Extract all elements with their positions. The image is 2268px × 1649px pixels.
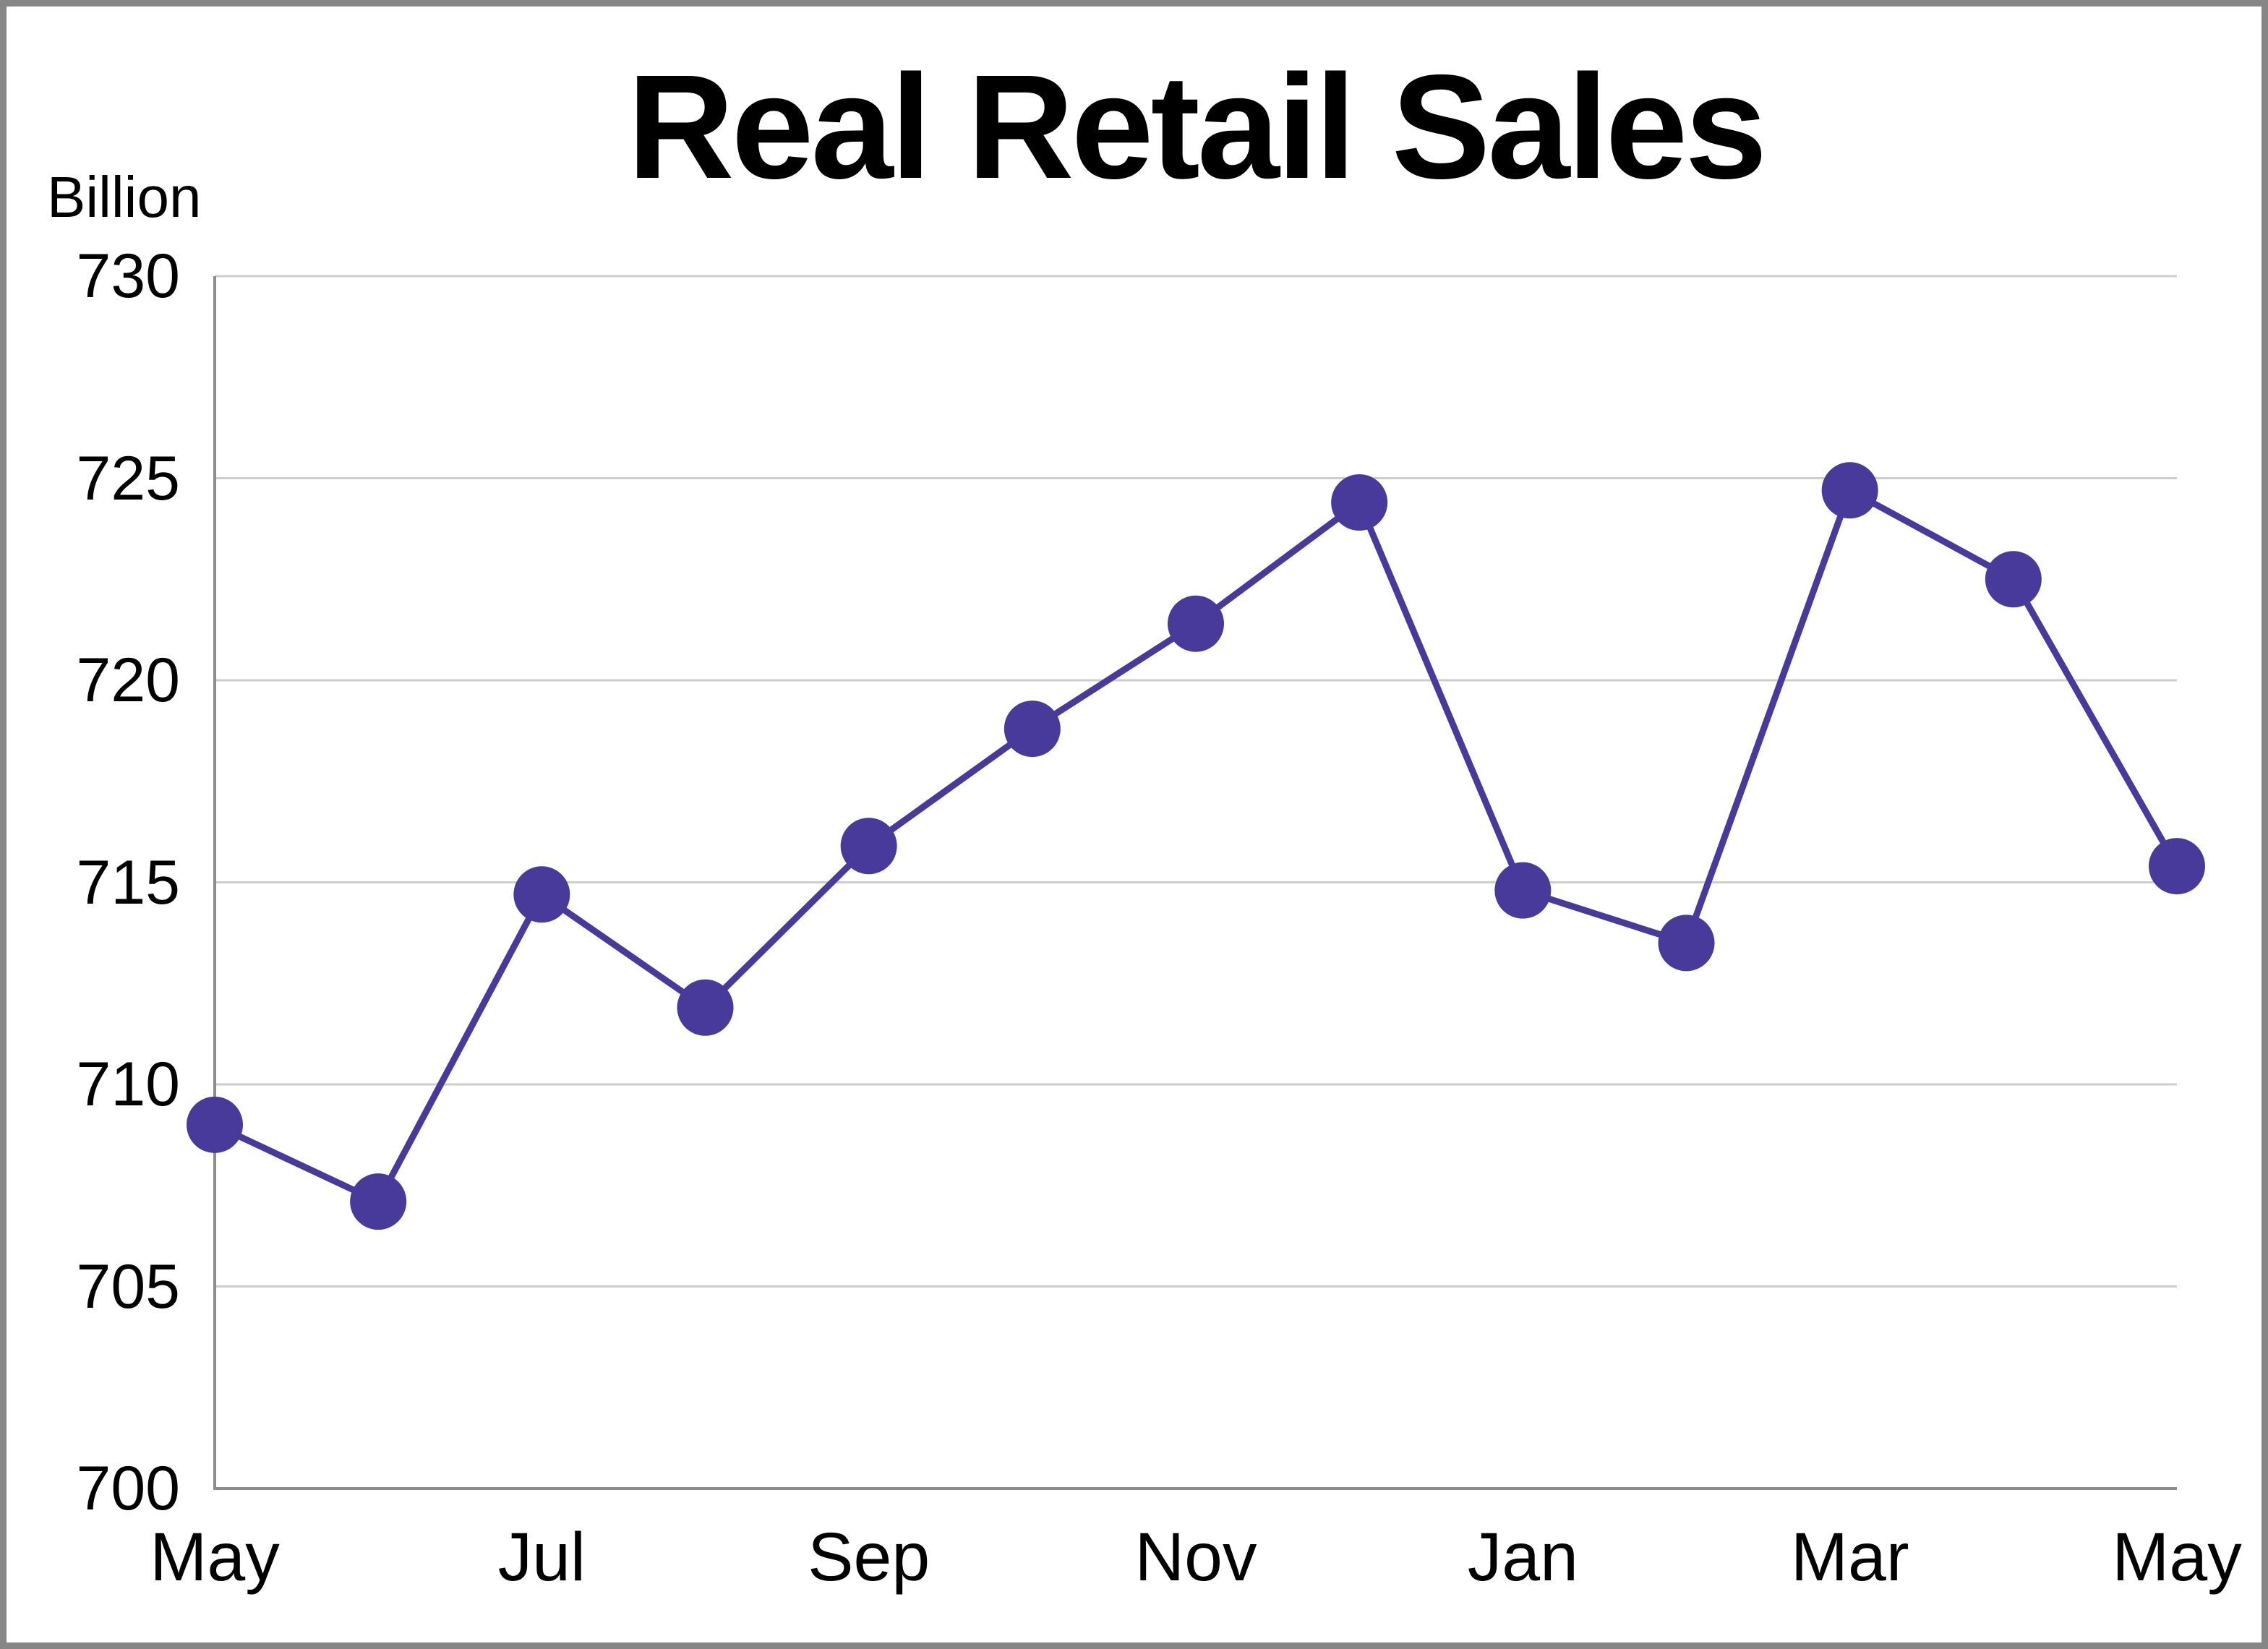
y-tick-label-715: 715 xyxy=(76,847,181,917)
x-tick-label-Jul-1: Jul xyxy=(497,1519,586,1596)
data-point-Jul-2 xyxy=(513,866,570,923)
data-point-Nov-6 xyxy=(1168,595,1224,652)
data-point-Oct-5 xyxy=(1004,701,1061,758)
y-tick-label-720: 720 xyxy=(76,646,181,715)
data-point-Apr-11 xyxy=(1985,551,2042,608)
y-tick-label-730: 730 xyxy=(76,241,181,311)
y-tick-label-700: 700 xyxy=(76,1454,181,1523)
data-point-Aug-3 xyxy=(677,979,734,1036)
chart-title: Real Retail Sales xyxy=(627,44,1768,210)
data-point-Feb-9 xyxy=(1658,915,1715,972)
line-plot xyxy=(187,275,2205,1490)
data-point-Mar-10 xyxy=(1821,462,1878,519)
data-point-Sep-4 xyxy=(840,818,897,875)
data-point-May-0 xyxy=(187,1096,243,1153)
y-tick-label-725: 725 xyxy=(76,443,181,513)
x-tick-label-Mar-5: Mar xyxy=(1790,1519,1909,1596)
data-point-May-12 xyxy=(2149,838,2205,895)
data-point-Jan-8 xyxy=(1494,862,1552,919)
x-tick-label-Jan-4: Jan xyxy=(1467,1519,1578,1596)
y-axis-unit-label: Billion xyxy=(47,165,202,229)
y-tick-label-710: 710 xyxy=(76,1050,181,1119)
x-tick-label-Sep-2: Sep xyxy=(808,1519,930,1596)
data-point-Jun-1 xyxy=(350,1173,407,1230)
y-tick-label-705: 705 xyxy=(76,1251,181,1322)
x-tick-label-May-6: May xyxy=(2112,1519,2242,1596)
x-tick-label-May-0: May xyxy=(150,1519,280,1596)
x-tick-label-Nov-3: Nov xyxy=(1134,1519,1257,1596)
data-point-Dec-7 xyxy=(1331,474,1388,531)
